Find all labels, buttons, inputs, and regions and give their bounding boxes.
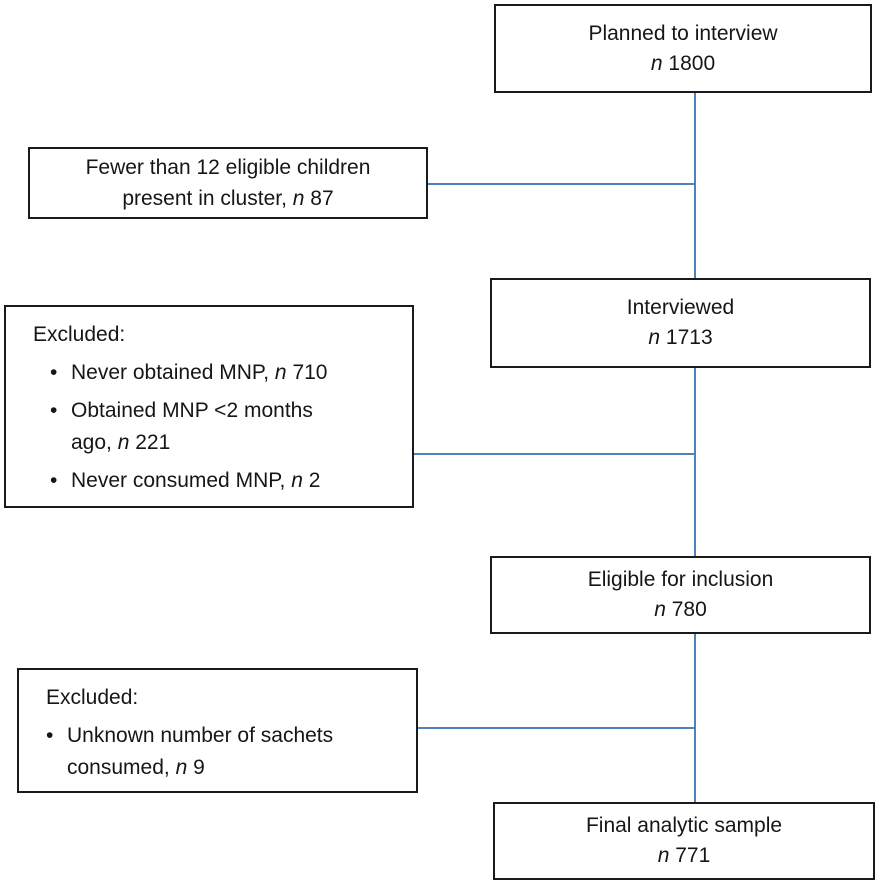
box-title: Final analytic sample xyxy=(585,814,783,837)
list-item: • Obtained MNP <2 months ago, n 221 xyxy=(50,395,404,459)
list-item: • Unknown number of sachets consumed, n … xyxy=(46,720,408,784)
n-symbol: n xyxy=(650,51,663,75)
bullet-line: Obtained MNP <2 months xyxy=(71,399,313,422)
n-symbol: n xyxy=(654,598,666,621)
box-planned-to-interview: Planned to interview n 1800 xyxy=(494,4,872,93)
bullet-line: Never obtained MNP, xyxy=(71,361,270,384)
count-value: 1713 xyxy=(665,326,713,349)
n-symbol: n xyxy=(117,431,130,454)
list-item-text: Never obtained MNP, n 710 xyxy=(71,357,404,389)
box-line2: present in cluster, n 87 xyxy=(122,183,333,214)
count-line: n 1713 xyxy=(648,323,712,353)
box-line1: Fewer than 12 eligible children xyxy=(85,156,371,179)
bullet-icon: • xyxy=(46,724,54,747)
count-value: 771 xyxy=(675,844,711,867)
count-value: 710 xyxy=(292,361,328,384)
box-title: Eligible for inclusion xyxy=(587,568,774,591)
list-item: • Never consumed MNP, n 2 xyxy=(50,465,404,497)
bullet-line: ago, xyxy=(71,431,112,454)
bullet-line: consumed, xyxy=(67,756,170,779)
bullet-line: Unknown number of sachets xyxy=(67,724,334,747)
list-item-text: Unknown number of sachets consumed, n 9 xyxy=(67,720,408,784)
excluded-heading: Excluded: xyxy=(33,323,126,346)
box-fewer-than-12-children: Fewer than 12 eligible children present … xyxy=(28,147,428,219)
list-item-text: Never consumed MNP, n 2 xyxy=(71,465,404,497)
box-final-analytic-sample: Final analytic sample n 771 xyxy=(493,802,875,880)
count-value: 221 xyxy=(135,431,171,454)
bullet-icon: • xyxy=(50,399,58,422)
list-item: • Never obtained MNP, n 710 xyxy=(50,357,404,389)
bullet-icon: • xyxy=(50,361,58,384)
box-title: Interviewed xyxy=(626,296,735,319)
count-value: 2 xyxy=(308,469,321,492)
count-value: 9 xyxy=(193,756,205,779)
count-value: 1800 xyxy=(668,51,716,75)
bullet-line: Never consumed MNP, xyxy=(71,469,286,492)
count-line: n 771 xyxy=(658,841,711,871)
connector-excluded1-to-main xyxy=(414,453,695,455)
count-line: n 780 xyxy=(654,595,707,625)
connector-excluded2-to-main xyxy=(418,727,695,729)
list-item-text: Obtained MNP <2 months ago, n 221 xyxy=(71,395,404,459)
box-title: Planned to interview xyxy=(588,21,778,45)
n-symbol: n xyxy=(291,469,303,492)
n-symbol: n xyxy=(648,326,661,349)
box-interviewed: Interviewed n 1713 xyxy=(490,278,871,368)
box-eligible-for-inclusion: Eligible for inclusion n 780 xyxy=(490,556,871,634)
vertical-connector-line xyxy=(694,92,696,803)
count-value: 87 xyxy=(310,187,334,210)
n-symbol: n xyxy=(274,361,287,384)
n-symbol: n xyxy=(292,187,305,210)
box-excluded-mnp: Excluded: • Never obtained MNP, n 710 • … xyxy=(4,305,414,508)
n-symbol: n xyxy=(175,756,188,779)
box-line2-text: present in cluster, xyxy=(122,187,287,210)
n-symbol: n xyxy=(657,844,670,867)
count-line: n 1800 xyxy=(651,49,715,79)
excluded-heading: Excluded: xyxy=(46,686,139,709)
connector-fewer-to-main xyxy=(428,183,695,185)
box-excluded-sachets: Excluded: • Unknown number of sachets co… xyxy=(17,668,418,793)
bullet-icon: • xyxy=(50,469,58,492)
count-value: 780 xyxy=(671,598,707,621)
